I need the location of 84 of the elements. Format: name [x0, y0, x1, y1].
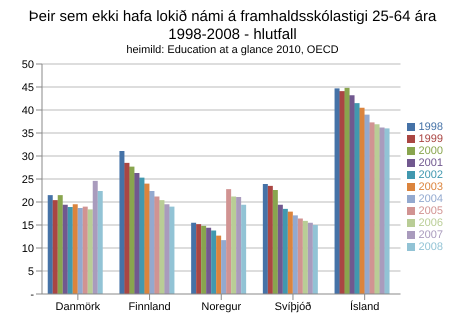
bar [308, 222, 313, 294]
bar [92, 180, 98, 294]
legend-label: 2008 [418, 241, 443, 253]
bar [364, 114, 370, 294]
bar [216, 236, 222, 294]
bar [144, 184, 150, 294]
bar [58, 195, 63, 294]
y-tick-label: 20 [22, 196, 34, 209]
legend-label: 1999 [418, 133, 443, 145]
bar [298, 218, 303, 294]
bar [236, 196, 242, 294]
x-tick-label: Svíþjóð [274, 300, 312, 313]
bar [370, 122, 375, 294]
x-tick-label: Ísland [350, 300, 380, 313]
bar [360, 108, 365, 294]
bar [164, 204, 170, 294]
legend-label: 2006 [418, 217, 443, 229]
bar [68, 207, 73, 294]
y-tick-label: - [30, 288, 34, 301]
legend-label: 1998 [418, 121, 443, 133]
bar [139, 178, 144, 294]
bar [98, 190, 103, 294]
bar [288, 212, 293, 294]
bar [278, 204, 283, 294]
bar [196, 224, 202, 294]
bar [374, 124, 380, 294]
legend-label: 2001 [418, 157, 443, 169]
bar [149, 190, 154, 294]
bar [354, 103, 360, 294]
bar [154, 196, 160, 294]
bar [159, 200, 164, 294]
bar [272, 190, 278, 294]
bar [119, 150, 124, 294]
bar [302, 220, 308, 294]
bar [82, 206, 88, 294]
bar [241, 204, 246, 294]
bar [48, 195, 53, 294]
bar [380, 127, 385, 294]
text: heimild: Education at a glance 2010, OECD [125, 44, 340, 56]
bar [231, 196, 236, 294]
y-tick-label: 50 [22, 58, 34, 71]
bar [201, 226, 206, 294]
legend-label: 2000 [418, 145, 443, 157]
bar [191, 222, 196, 294]
y-tick-label: 25 [22, 174, 34, 186]
legend-label: 2007 [418, 229, 443, 241]
bar [384, 128, 390, 294]
y-tick-label: 10 [22, 242, 34, 255]
legend-label: 2005 [418, 205, 443, 217]
y-tick-label: 45 [22, 82, 34, 94]
legend-label: 2003 [418, 181, 443, 193]
bar [221, 240, 226, 294]
bar [62, 204, 68, 294]
bar [129, 166, 134, 294]
bar [124, 162, 130, 294]
bar [340, 91, 345, 294]
bar [88, 209, 93, 294]
x-tick-label: Danmörk [56, 300, 101, 313]
bar [52, 200, 58, 294]
chart-title: Þeir sem ekki hafa lokið námi á framhaldsskólastigi 25-64 ára 1998-2008 - hlutfall [28, 8, 438, 44]
bar [312, 225, 318, 294]
y-tick-label: 30 [22, 150, 34, 163]
x-tick-label: Finnland [128, 300, 171, 313]
bar [211, 230, 216, 294]
legend-label: 2004 [418, 193, 443, 205]
bar [268, 186, 273, 294]
bar [292, 215, 298, 294]
bar [334, 88, 340, 294]
y-tick-label: 5 [28, 266, 34, 278]
bar [262, 184, 268, 294]
legend-label: 2002 [418, 169, 443, 181]
bar [134, 173, 140, 294]
bar [78, 208, 83, 294]
bar [226, 189, 232, 294]
bar [169, 206, 174, 294]
bar [206, 228, 212, 294]
y-tick-label: 40 [22, 104, 34, 117]
bar [344, 88, 350, 294]
y-tick-label: 15 [22, 220, 34, 232]
bar [72, 204, 78, 294]
bar [282, 208, 288, 294]
x-tick-label: Noregur [201, 300, 242, 313]
bar [350, 95, 355, 294]
y-tick-label: 35 [22, 128, 34, 140]
